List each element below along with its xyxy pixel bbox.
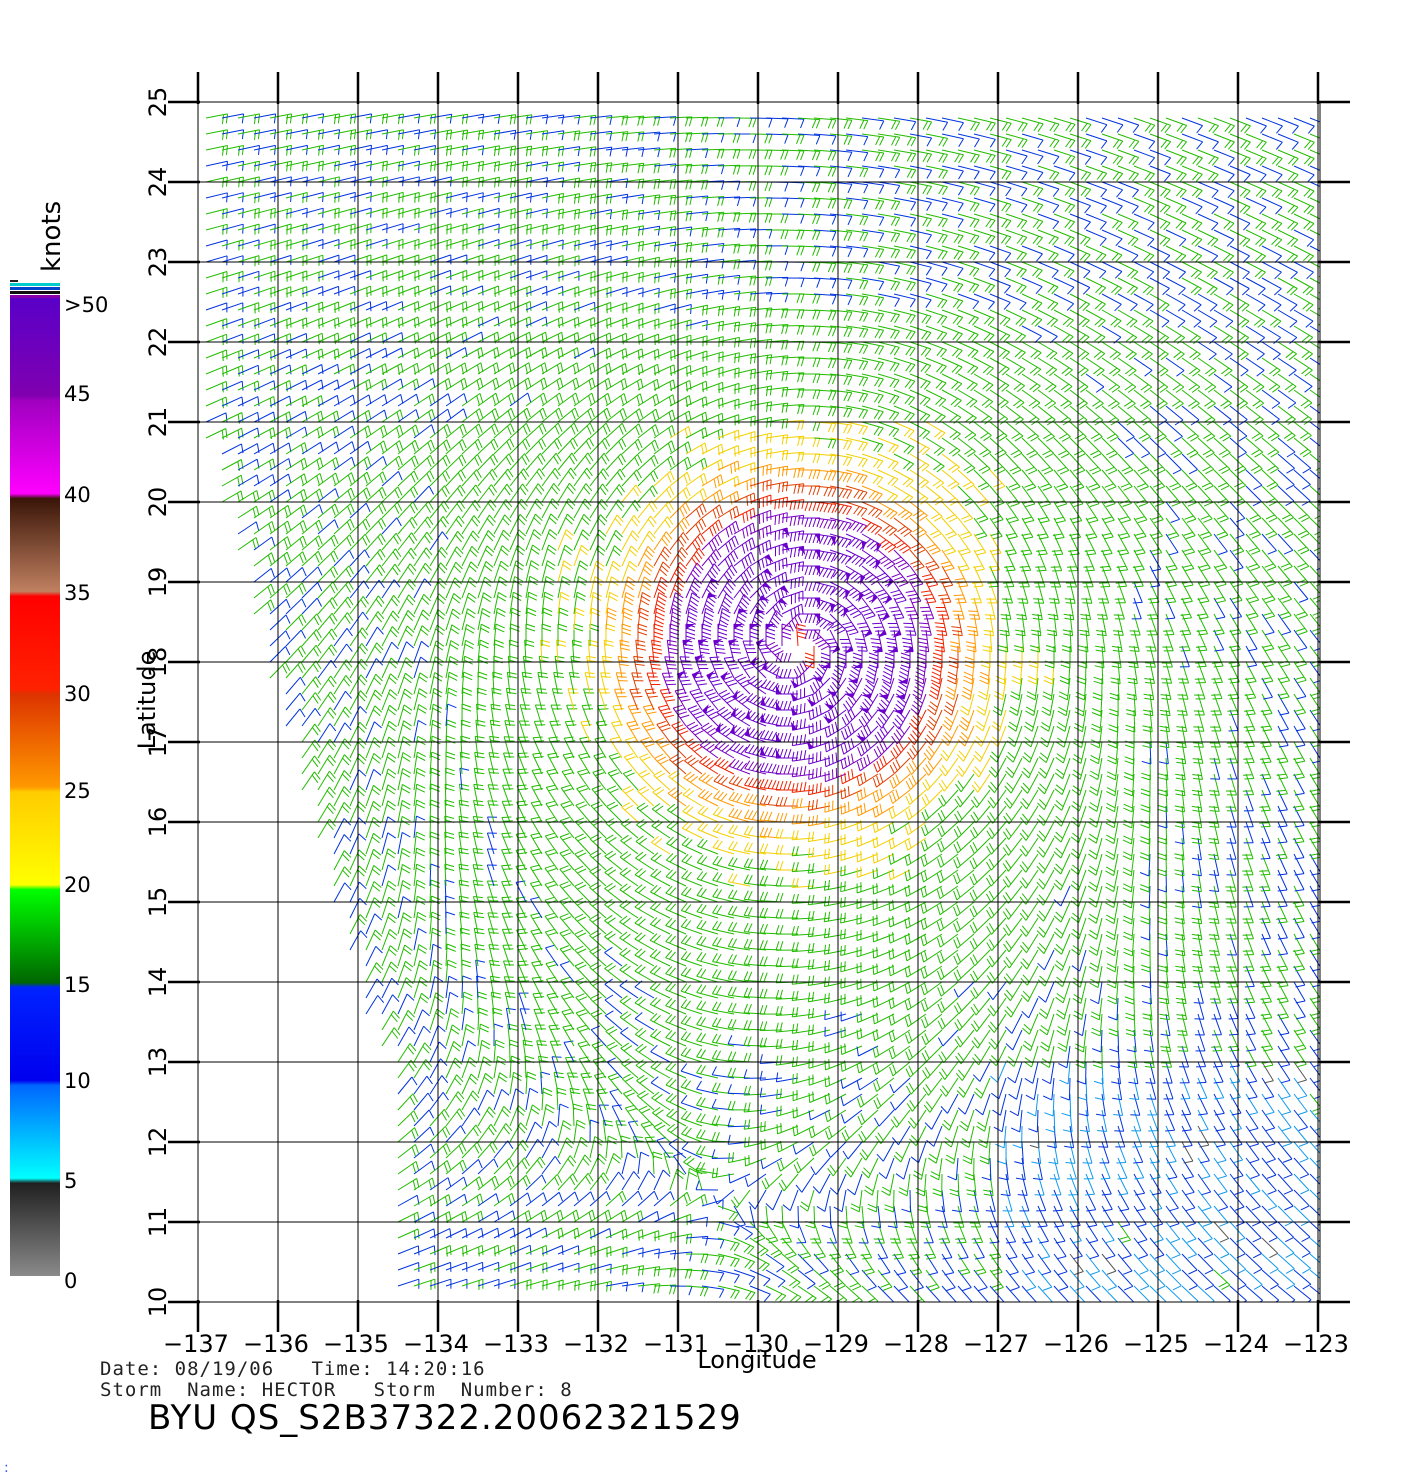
plot-area: −137 −136 −135 −134 −133 −132 −131 −130 −129 −128… — [144, 72, 1350, 1358]
axis-ticks — [168, 72, 1350, 1332]
lat-lon-grid — [197, 101, 1321, 1303]
colorbar-label: 10 — [64, 1069, 91, 1093]
x-tick-label: −135 — [323, 1330, 389, 1358]
x-tick-label: −133 — [483, 1330, 549, 1358]
y-tick-label: 13 — [144, 1047, 172, 1078]
corner-mark: : — [4, 1460, 9, 1476]
storm-info-line: Storm Name: HECTOR Storm Number: 8 — [100, 1379, 573, 1401]
x-axis-label: Longitude — [697, 1346, 816, 1374]
x-tick-label: −127 — [963, 1330, 1029, 1358]
colorbar-label: 0 — [64, 1269, 77, 1293]
colorbar-label: 20 — [64, 873, 91, 897]
y-tick-label: 19 — [144, 567, 172, 598]
colorbar-label: 15 — [64, 973, 91, 997]
x-tick-label: −125 — [1123, 1330, 1189, 1358]
colorbar-label: 25 — [64, 779, 91, 803]
x-tick-label: −129 — [803, 1330, 869, 1358]
product-id: BYU QS_S2B37322.20062321529 — [148, 1398, 742, 1438]
y-tick-label: 12 — [144, 1127, 172, 1158]
x-tick-label: −131 — [643, 1330, 709, 1358]
y-tick-label: 17 — [144, 727, 172, 758]
x-tick-label: −123 — [1283, 1330, 1349, 1358]
colorbar-label: 5 — [64, 1169, 77, 1193]
colorbar-label: 45 — [64, 382, 91, 406]
x-tick-label: −130 — [723, 1330, 789, 1358]
y-tick-label: 10 — [144, 1287, 172, 1318]
wind-barbs — [205, 113, 1320, 1302]
x-tick-label: −126 — [1043, 1330, 1109, 1358]
y-axis-label: Latitude — [133, 651, 161, 750]
colorbar-gradient — [10, 298, 60, 1276]
colorbar-label: 30 — [64, 682, 91, 706]
colorbar-label: 35 — [64, 581, 91, 605]
x-tick-label: −134 — [403, 1330, 469, 1358]
y-tick-label: 18 — [144, 647, 172, 678]
y-tick-label: 20 — [144, 487, 172, 518]
colorbar-label: 40 — [64, 483, 91, 507]
x-tick-label: −124 — [1203, 1330, 1269, 1358]
y-tick-label: 25 — [144, 87, 172, 118]
y-tick-label: 23 — [144, 247, 172, 278]
x-tick-label: −137 — [163, 1330, 229, 1358]
colorbar-label: >50 — [64, 293, 108, 317]
date-time-line: Date: 08/19/06 Time: 14:20:16 — [100, 1358, 486, 1380]
x-tick-label: −128 — [883, 1330, 949, 1358]
y-tick-label: 15 — [144, 887, 172, 918]
y-tick-label: 24 — [144, 167, 172, 198]
x-tick-label: −136 — [243, 1330, 309, 1358]
y-tick-label: 16 — [144, 807, 172, 838]
y-tick-label: 22 — [144, 327, 172, 358]
colorbar-title: knots — [37, 201, 67, 272]
y-tick-label: 11 — [144, 1207, 172, 1238]
y-tick-label: 14 — [144, 967, 172, 998]
y-tick-label: 21 — [144, 407, 172, 438]
colorbar: knots >50 45 40 35 30 25 20 15 10 5 0 — [10, 201, 108, 1293]
x-tick-label: −132 — [563, 1330, 629, 1358]
